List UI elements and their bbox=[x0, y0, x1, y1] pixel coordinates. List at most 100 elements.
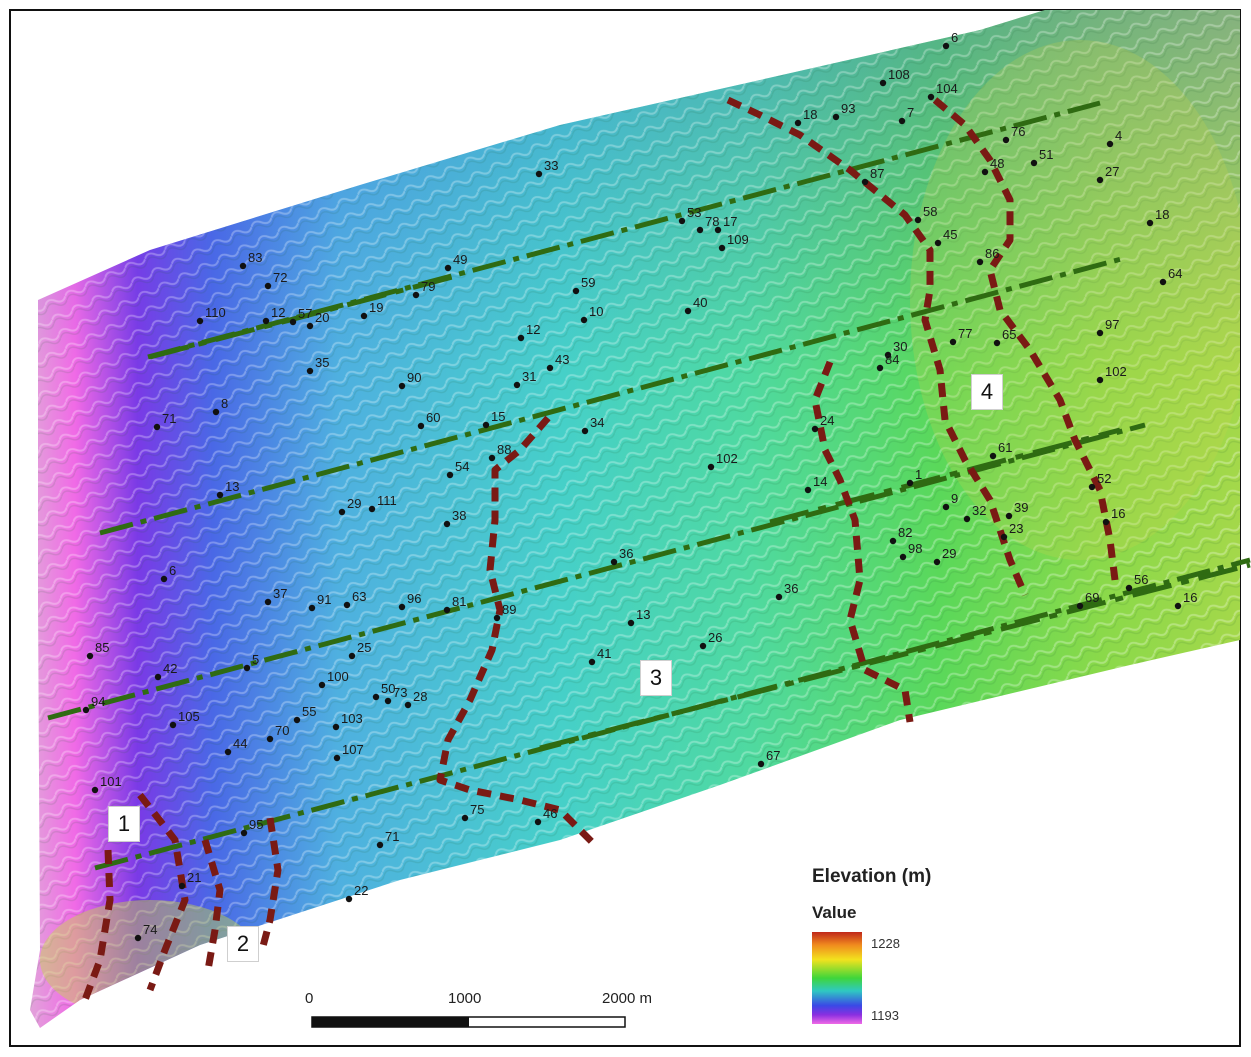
sample-point: 27 bbox=[1096, 164, 1119, 184]
sample-point-marker bbox=[949, 338, 957, 346]
sample-point: 89 bbox=[493, 602, 516, 622]
sample-point-marker bbox=[348, 652, 356, 660]
sample-point: 56 bbox=[1125, 572, 1148, 592]
sample-point-marker bbox=[443, 520, 451, 528]
sample-point-label: 42 bbox=[163, 661, 177, 676]
sample-point: 81 bbox=[443, 594, 466, 614]
transect-line-3 bbox=[47, 422, 1146, 721]
sample-point-label: 36 bbox=[619, 546, 633, 561]
sample-point: 15 bbox=[482, 409, 505, 429]
sample-point: 109 bbox=[718, 232, 749, 252]
sample-point: 12 bbox=[517, 322, 540, 342]
sample-point: 48 bbox=[981, 156, 1004, 176]
sample-point-marker bbox=[1146, 219, 1154, 227]
sample-point-marker bbox=[942, 503, 950, 511]
sample-point-marker bbox=[963, 515, 971, 523]
sample-point: 86 bbox=[976, 246, 999, 266]
zone-label-3: 3 bbox=[640, 660, 672, 696]
sample-point-marker bbox=[91, 786, 99, 794]
sample-point: 57 bbox=[289, 306, 312, 326]
transect-line-1 bbox=[147, 100, 1101, 360]
sample-point-label: 6 bbox=[951, 30, 958, 45]
sample-point-label: 56 bbox=[1134, 572, 1148, 587]
sample-point-marker bbox=[243, 664, 251, 672]
sample-point-marker bbox=[610, 558, 618, 566]
zone-boundary-1 bbox=[81, 849, 114, 1002]
sample-point-label: 37 bbox=[273, 586, 287, 601]
sample-point-label: 87 bbox=[870, 166, 884, 181]
sample-point-label: 48 bbox=[990, 156, 1004, 171]
sample-point-marker bbox=[338, 508, 346, 516]
sample-point: 61 bbox=[989, 440, 1012, 460]
sample-point-label: 22 bbox=[354, 883, 368, 898]
sample-point-marker bbox=[811, 425, 819, 433]
sample-point-marker bbox=[757, 760, 765, 768]
sample-point-marker bbox=[264, 598, 272, 606]
sample-point-label: 29 bbox=[942, 546, 956, 561]
sample-point-marker bbox=[879, 79, 887, 87]
sample-point-marker bbox=[1102, 518, 1110, 526]
sample-point-label: 29 bbox=[347, 496, 361, 511]
legend-min-value: 1193 bbox=[871, 1008, 899, 1023]
sample-point-label: 64 bbox=[1168, 266, 1182, 281]
scale-label-0: 0 bbox=[305, 990, 314, 1007]
sample-point-label: 50 bbox=[381, 681, 395, 696]
sample-point: 70 bbox=[266, 723, 289, 743]
sample-point-marker bbox=[535, 170, 543, 178]
sample-point-label: 65 bbox=[1002, 327, 1016, 342]
sample-point: 104 bbox=[927, 81, 958, 101]
sample-point-marker bbox=[889, 537, 897, 545]
sample-point: 87 bbox=[861, 166, 884, 186]
sample-point-marker bbox=[368, 505, 376, 513]
sample-point: 84 bbox=[876, 352, 899, 372]
sample-point-label: 43 bbox=[555, 352, 569, 367]
sample-point-label: 13 bbox=[225, 479, 239, 494]
sample-point-label: 86 bbox=[985, 246, 999, 261]
sample-point: 82 bbox=[889, 525, 912, 545]
sample-point-label: 19 bbox=[369, 300, 383, 315]
sample-point: 13 bbox=[216, 479, 239, 499]
sample-point-marker bbox=[906, 479, 914, 487]
sample-point-marker bbox=[86, 652, 94, 660]
sample-point-label: 63 bbox=[352, 589, 366, 604]
sample-point: 21 bbox=[178, 870, 201, 890]
sample-point-marker bbox=[293, 716, 301, 724]
sample-point-marker bbox=[942, 42, 950, 50]
sample-point-marker bbox=[153, 423, 161, 431]
sample-point-label: 109 bbox=[727, 232, 749, 247]
sample-point: 102 bbox=[1096, 364, 1127, 384]
sample-point-marker bbox=[914, 216, 922, 224]
sample-point-marker bbox=[160, 575, 168, 583]
sample-point: 60 bbox=[417, 410, 440, 430]
sample-point: 72 bbox=[264, 270, 287, 290]
sample-point: 101 bbox=[91, 774, 122, 794]
zone-boundary-3 bbox=[201, 838, 224, 971]
sample-point-label: 51 bbox=[1039, 147, 1053, 162]
sample-point-marker bbox=[572, 287, 580, 295]
sample-point-label: 53 bbox=[687, 205, 701, 220]
sample-point-marker bbox=[1030, 159, 1038, 167]
sample-point-marker bbox=[696, 226, 704, 234]
sample-point-label: 41 bbox=[597, 646, 611, 661]
sample-point-label: 108 bbox=[888, 67, 910, 82]
sample-point: 91 bbox=[308, 592, 331, 612]
sample-point-marker bbox=[308, 604, 316, 612]
sample-point: 74 bbox=[134, 922, 157, 942]
sample-point: 97 bbox=[1096, 317, 1119, 337]
sample-point: 39 bbox=[1005, 500, 1028, 520]
sample-point-label: 45 bbox=[943, 227, 957, 242]
sample-point: 96 bbox=[398, 591, 421, 611]
transect-segment-1 bbox=[149, 272, 461, 360]
sample-point-label: 28 bbox=[413, 689, 427, 704]
sample-point: 58 bbox=[914, 204, 937, 224]
sample-point-marker bbox=[884, 351, 892, 359]
sample-point: 29 bbox=[338, 496, 361, 516]
sample-point: 90 bbox=[398, 370, 421, 390]
sample-point-label: 111 bbox=[377, 493, 397, 508]
sample-point-label: 8 bbox=[221, 396, 228, 411]
sample-point: 28 bbox=[404, 689, 427, 709]
sample-point-marker bbox=[224, 748, 232, 756]
sample-point: 88 bbox=[488, 442, 511, 462]
sample-point-label: 88 bbox=[497, 442, 511, 457]
sample-point-marker bbox=[493, 614, 501, 622]
